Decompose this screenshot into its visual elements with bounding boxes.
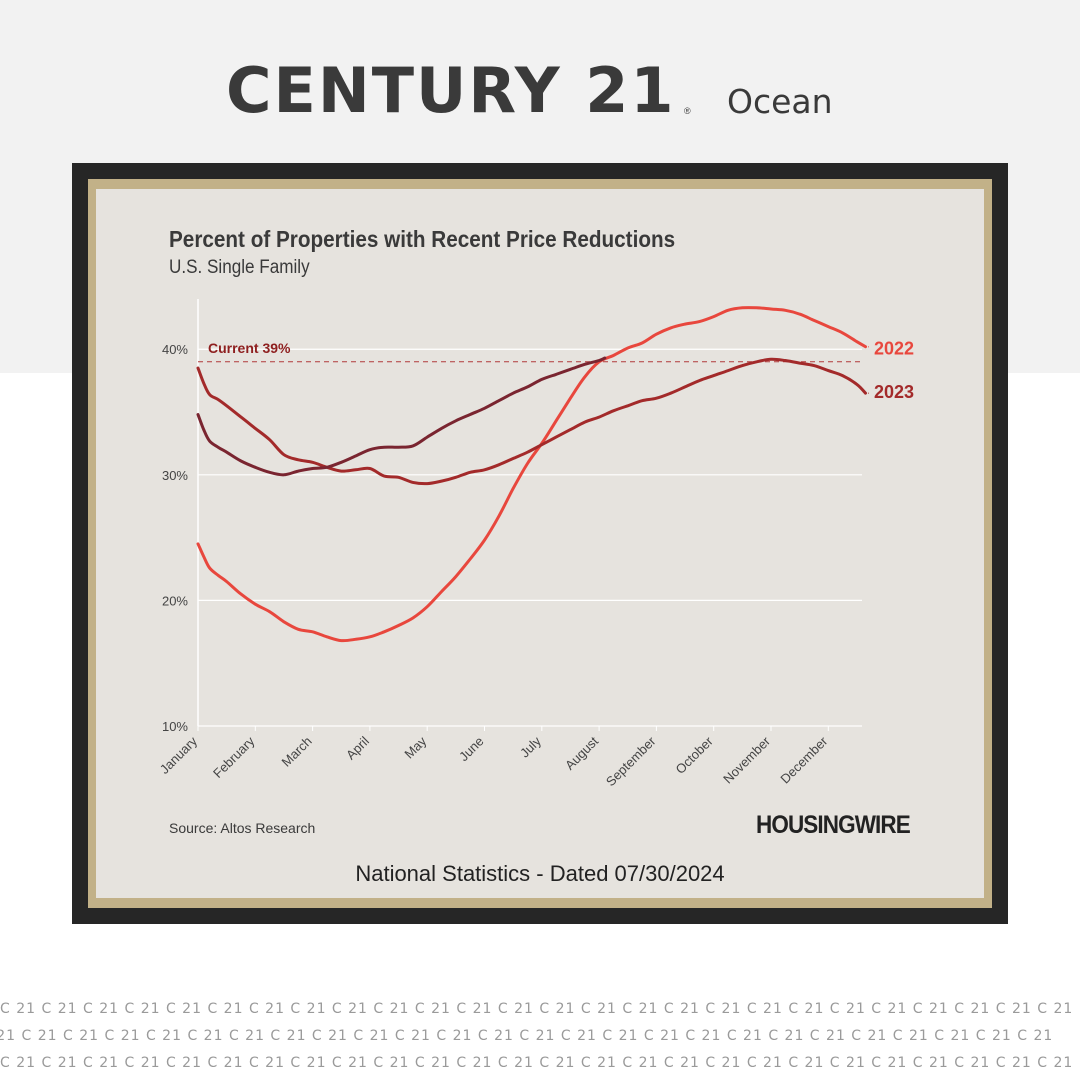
chart-source: Source: Altos Research xyxy=(169,820,316,836)
x-tick-label: December xyxy=(777,733,830,786)
pattern-row: C 21 C 21 C 21 C 21 C 21 C 21 C 21 C 21 … xyxy=(0,1055,1074,1071)
registered-mark: ® xyxy=(684,106,691,116)
x-tick-label: September xyxy=(603,733,659,789)
chart-frame: Percent of Properties with Recent Price … xyxy=(72,163,1008,924)
series-label-2022: 2022 xyxy=(874,339,914,359)
y-tick-label: 10% xyxy=(162,719,188,734)
current-reference-label: Current 39% xyxy=(208,340,291,356)
line-chart: 10% 20% 30% 40% January February March April May… xyxy=(157,299,914,789)
brand-office: Ocean xyxy=(727,82,833,121)
x-tick-label: October xyxy=(673,733,717,777)
x-tick-label: March xyxy=(279,734,315,770)
y-tick-label: 20% xyxy=(162,593,188,608)
x-tick-label: February xyxy=(210,733,258,781)
chart-panel: Percent of Properties with Recent Price … xyxy=(96,189,984,898)
brand-header: CENTURY 21 ® Ocean xyxy=(0,58,1080,128)
publisher-logo: HOUSINGWIRE xyxy=(756,811,911,839)
logo-pattern-strip: C 21 C 21 C 21 C 21 C 21 C 21 C 21 C 21 … xyxy=(0,996,1080,1080)
x-tick-label: January xyxy=(157,733,201,777)
series-line-2023 xyxy=(196,357,867,486)
x-tick-label: July xyxy=(517,733,544,760)
pattern-row: C 21 C 21 C 21 C 21 C 21 C 21 C 21 C 21 … xyxy=(0,1001,1074,1017)
x-tick-label: April xyxy=(343,733,372,762)
series-line-2024 xyxy=(196,356,607,477)
x-tick-label: May xyxy=(401,733,429,761)
chart-frame-gold-border: Percent of Properties with Recent Price … xyxy=(88,179,992,908)
x-tick-label: August xyxy=(562,733,601,772)
pattern-row: C 21 C 21 C 21 C 21 C 21 C 21 C 21 C 21 … xyxy=(0,1028,1054,1044)
chart-caption: National Statistics - Dated 07/30/2024 xyxy=(355,861,725,886)
chart-subtitle: U.S. Single Family xyxy=(169,257,310,278)
x-tick-label: November xyxy=(720,733,773,786)
y-tick-label: 40% xyxy=(162,342,188,357)
brand-logo-text: CENTURY 21 xyxy=(226,54,676,127)
series-label-2023: 2023 xyxy=(874,382,914,402)
series-line-2022 xyxy=(196,306,867,643)
y-tick-label: 30% xyxy=(162,468,188,483)
chart-title: Percent of Properties with Recent Price … xyxy=(169,226,676,252)
x-tick-label: June xyxy=(456,734,487,765)
